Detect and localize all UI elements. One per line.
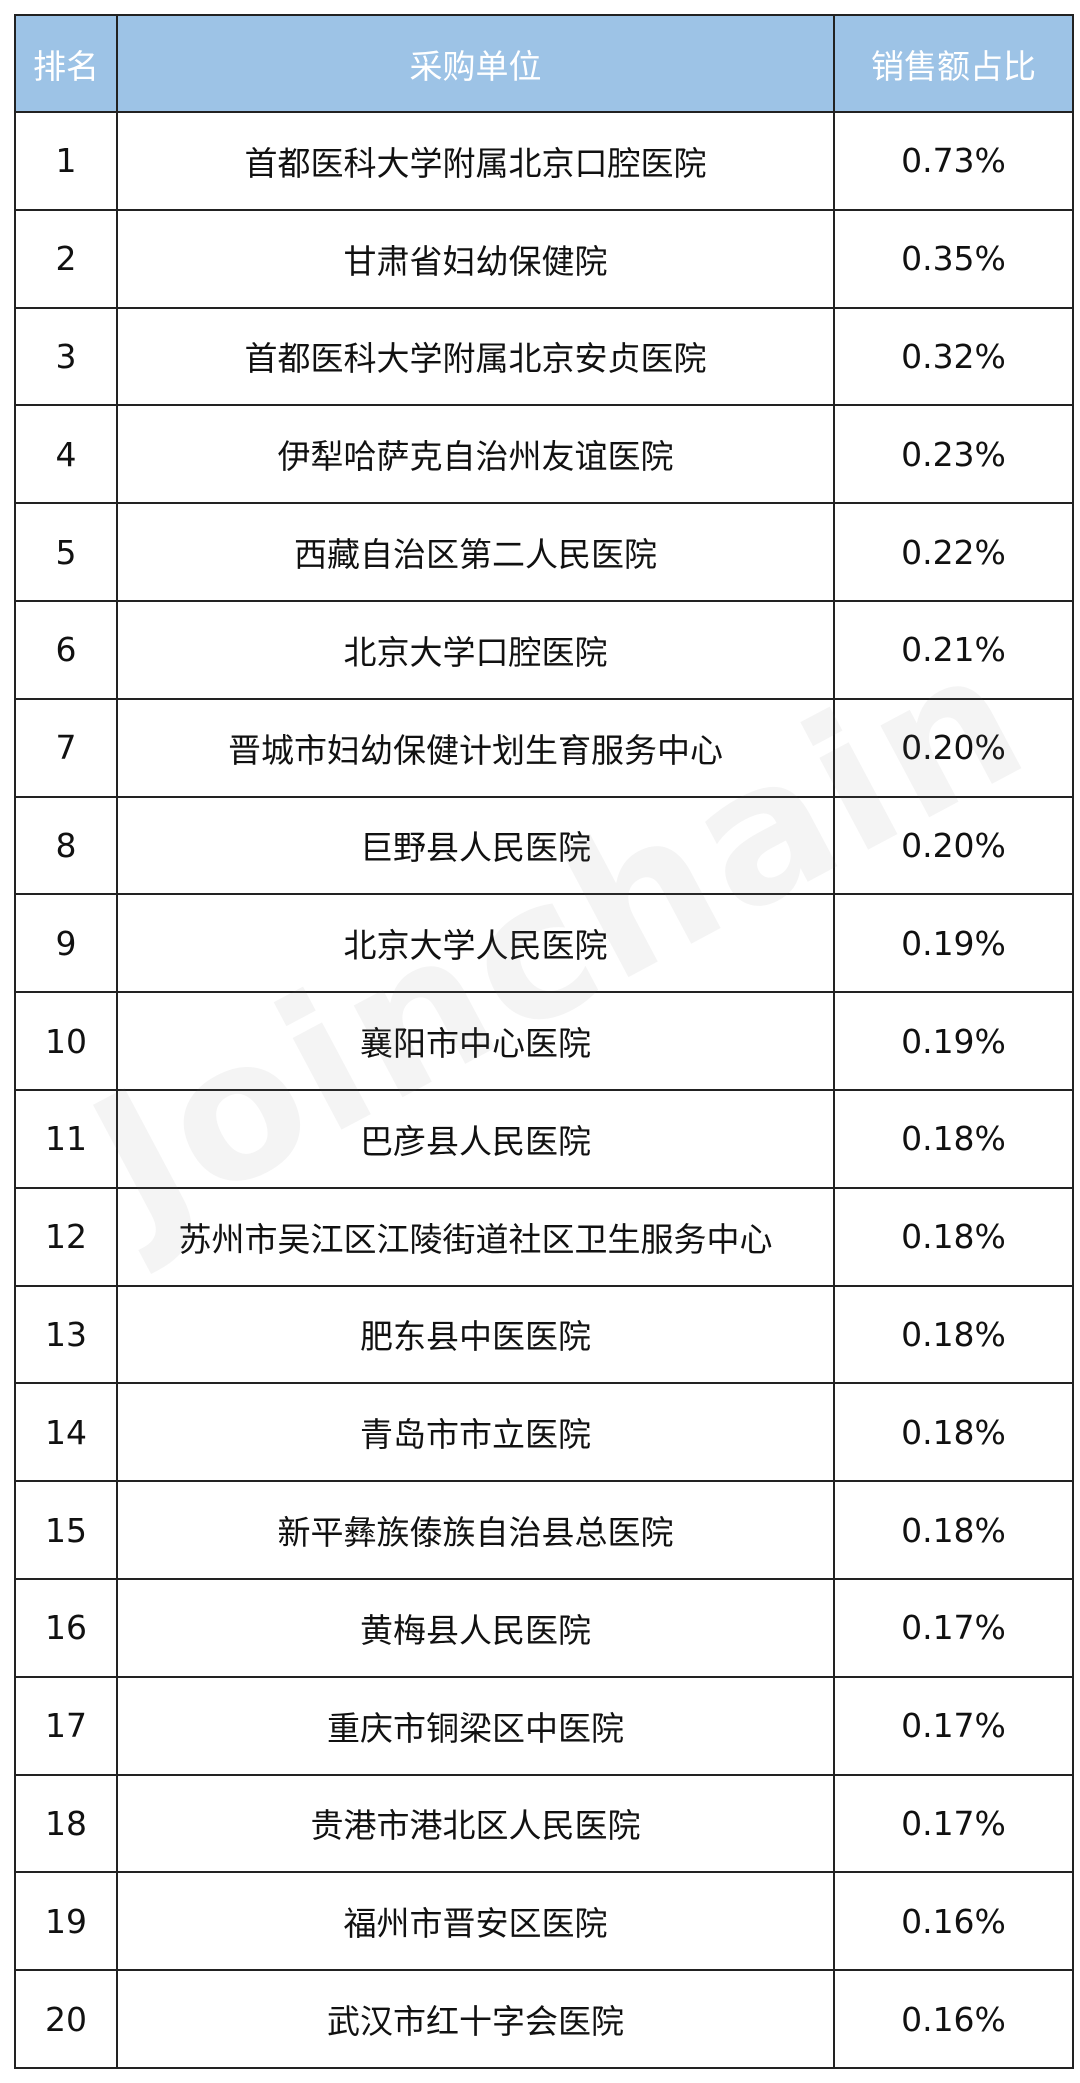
rank-cell: 10	[14, 991, 118, 1091]
rank-cell: 4	[14, 404, 118, 505]
table-row: 2 甘肃省妇幼保健院 0.35%	[14, 208, 1074, 309]
table-row: 8 巨野县人民医院 0.20%	[14, 795, 1074, 896]
unit-cell: 伊犁哈萨克自治州友谊医院	[116, 404, 835, 505]
unit-cell: 北京大学口腔医院	[116, 599, 835, 700]
unit-cell: 西藏自治区第二人民医院	[116, 502, 835, 602]
header-share: 销售额占比	[833, 14, 1074, 113]
ranking-table: 排名 采购单位 销售额占比 1 首都医科大学附属北京口腔医院 0.73% 2 甘肃省妇幼…	[14, 14, 1074, 2069]
rank-cell: 5	[14, 502, 118, 602]
share-cell: 0.21%	[833, 599, 1074, 700]
share-cell: 0.17%	[833, 1577, 1074, 1678]
unit-cell: 巨野县人民医院	[116, 795, 835, 896]
unit-cell: 贵港市港北区人民医院	[116, 1773, 835, 1874]
unit-cell: 武汉市红十字会医院	[116, 1969, 835, 2069]
table-row: 11 巴彦县人民医院 0.18%	[14, 1088, 1074, 1189]
share-cell: 0.18%	[833, 1186, 1074, 1287]
table-row: 7 晋城市妇幼保健计划生育服务中心 0.20%	[14, 697, 1074, 798]
share-cell: 0.18%	[833, 1480, 1074, 1580]
table-row: 19 福州市晋安区医院 0.16%	[14, 1871, 1074, 1972]
table-row: 20 武汉市红十字会医院 0.16%	[14, 1969, 1074, 2069]
table-row: 9 北京大学人民医院 0.19%	[14, 893, 1074, 994]
unit-cell: 新平彝族傣族自治县总医院	[116, 1480, 835, 1580]
share-cell: 0.19%	[833, 991, 1074, 1091]
unit-cell: 首都医科大学附属北京安贞医院	[116, 306, 835, 407]
rank-cell: 11	[14, 1088, 118, 1189]
share-cell: 0.23%	[833, 404, 1074, 505]
rank-cell: 17	[14, 1675, 118, 1776]
table-row: 4 伊犁哈萨克自治州友谊医院 0.23%	[14, 404, 1074, 505]
rank-cell: 7	[14, 697, 118, 798]
table-row: 3 首都医科大学附属北京安贞医院 0.32%	[14, 306, 1074, 407]
rank-cell: 3	[14, 306, 118, 407]
table-row: 12 苏州市吴江区江陵街道社区卫生服务中心 0.18%	[14, 1186, 1074, 1287]
share-cell: 0.20%	[833, 697, 1074, 798]
rank-cell: 12	[14, 1186, 118, 1287]
unit-cell: 黄梅县人民医院	[116, 1577, 835, 1678]
rank-cell: 19	[14, 1871, 118, 1972]
table-row: 13 肥东县中医医院 0.18%	[14, 1284, 1074, 1385]
rank-cell: 9	[14, 893, 118, 994]
table-row: 18 贵港市港北区人民医院 0.17%	[14, 1773, 1074, 1874]
rank-cell: 18	[14, 1773, 118, 1874]
share-cell: 0.19%	[833, 893, 1074, 994]
table-row: 15 新平彝族傣族自治县总医院 0.18%	[14, 1480, 1074, 1580]
rank-cell: 16	[14, 1577, 118, 1678]
share-cell: 0.17%	[833, 1773, 1074, 1874]
share-cell: 0.18%	[833, 1382, 1074, 1483]
unit-cell: 巴彦县人民医院	[116, 1088, 835, 1189]
table-row: 16 黄梅县人民医院 0.17%	[14, 1577, 1074, 1678]
unit-cell: 福州市晋安区医院	[116, 1871, 835, 1972]
unit-cell: 重庆市铜梁区中医院	[116, 1675, 835, 1776]
table-row: 5 西藏自治区第二人民医院 0.22%	[14, 502, 1074, 602]
share-cell: 0.18%	[833, 1284, 1074, 1385]
share-cell: 0.22%	[833, 502, 1074, 602]
share-cell: 0.20%	[833, 795, 1074, 896]
table-row: 1 首都医科大学附属北京口腔医院 0.73%	[14, 111, 1074, 211]
unit-cell: 晋城市妇幼保健计划生育服务中心	[116, 697, 835, 798]
unit-cell: 甘肃省妇幼保健院	[116, 208, 835, 309]
rank-cell: 1	[14, 111, 118, 211]
share-cell: 0.16%	[833, 1871, 1074, 1972]
rank-cell: 14	[14, 1382, 118, 1483]
share-cell: 0.17%	[833, 1675, 1074, 1776]
rank-cell: 13	[14, 1284, 118, 1385]
header-rank: 排名	[14, 14, 118, 113]
header-row: 排名 采购单位 销售额占比	[14, 14, 1074, 113]
share-cell: 0.73%	[833, 111, 1074, 211]
share-cell: 0.32%	[833, 306, 1074, 407]
share-cell: 0.35%	[833, 208, 1074, 309]
unit-cell: 襄阳市中心医院	[116, 991, 835, 1091]
unit-cell: 苏州市吴江区江陵街道社区卫生服务中心	[116, 1186, 835, 1287]
table-row: 6 北京大学口腔医院 0.21%	[14, 599, 1074, 700]
header-unit: 采购单位	[116, 14, 835, 113]
table-row: 14 青岛市市立医院 0.18%	[14, 1382, 1074, 1483]
rank-cell: 15	[14, 1480, 118, 1580]
rank-cell: 2	[14, 208, 118, 309]
rank-cell: 8	[14, 795, 118, 896]
rank-cell: 20	[14, 1969, 118, 2069]
share-cell: 0.18%	[833, 1088, 1074, 1189]
unit-cell: 北京大学人民医院	[116, 893, 835, 994]
unit-cell: 青岛市市立医院	[116, 1382, 835, 1483]
unit-cell: 首都医科大学附属北京口腔医院	[116, 111, 835, 211]
table-row: 10 襄阳市中心医院 0.19%	[14, 991, 1074, 1091]
table-row: 17 重庆市铜梁区中医院 0.17%	[14, 1675, 1074, 1776]
share-cell: 0.16%	[833, 1969, 1074, 2069]
unit-cell: 肥东县中医医院	[116, 1284, 835, 1385]
rank-cell: 6	[14, 599, 118, 700]
